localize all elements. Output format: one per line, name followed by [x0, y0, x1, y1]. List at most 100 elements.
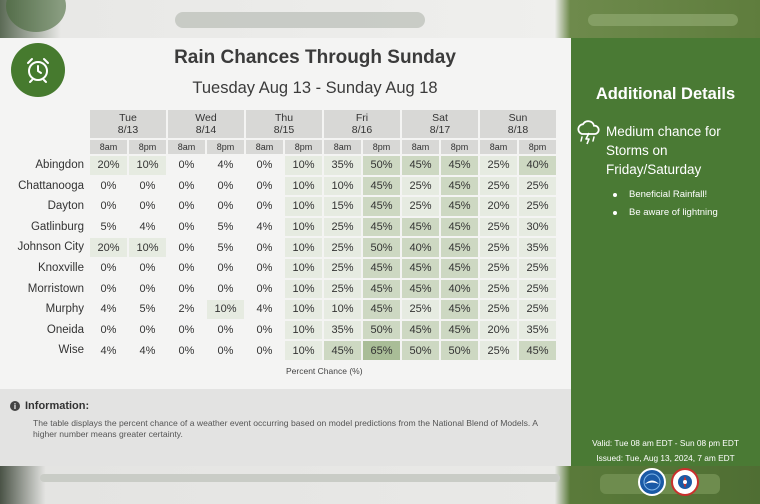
day-date: 8/17 — [429, 124, 451, 136]
location-label: Morristown — [27, 282, 84, 295]
information-title: Information: — [25, 400, 90, 412]
day-date: 8/18 — [507, 124, 529, 136]
percent-caption: Percent Chance (%) — [286, 366, 363, 376]
data-cell: 5% — [207, 238, 244, 257]
data-cell: 50% — [363, 238, 400, 257]
data-cell: 0% — [168, 238, 205, 257]
data-cell: 10% — [285, 197, 322, 216]
day-header: Thu 8/15 — [246, 110, 322, 138]
day-date: 8/16 — [351, 124, 373, 136]
data-cell: 0% — [207, 259, 244, 278]
data-cell: 0% — [246, 341, 283, 360]
data-cell: 25% — [519, 300, 556, 319]
alarm-clock-logo — [11, 43, 65, 97]
data-cell: 45% — [402, 259, 439, 278]
data-cell: 10% — [285, 320, 322, 340]
data-cell: 0% — [207, 279, 244, 299]
data-cell: 0% — [168, 156, 205, 175]
data-cell: 45% — [363, 217, 400, 237]
data-cell: 4% — [129, 341, 166, 360]
data-cell: 10% — [129, 156, 166, 175]
data-cell: 15% — [324, 197, 361, 216]
data-cell: 10% — [207, 300, 244, 319]
data-cell: 40% — [441, 279, 478, 299]
data-cell: 45% — [441, 176, 478, 196]
data-cell: 2% — [168, 300, 205, 319]
data-cell: 0% — [90, 320, 127, 340]
data-cell: 0% — [246, 259, 283, 278]
data-cell: 0% — [129, 259, 166, 278]
information-text: The table displays the percent chance of… — [33, 418, 538, 439]
data-cell: 25% — [519, 176, 556, 196]
data-cell: 50% — [363, 156, 400, 175]
data-cell: 45% — [324, 341, 361, 360]
time-header: 8am — [90, 140, 127, 154]
page-title: Rain Chances Through Sunday — [174, 47, 456, 68]
data-cell: 45% — [402, 217, 439, 237]
data-cell: 65% — [363, 341, 400, 360]
data-cell: 25% — [519, 279, 556, 299]
data-cell: 5% — [90, 217, 127, 237]
data-cell: 45% — [402, 279, 439, 299]
data-cell: 0% — [129, 320, 166, 340]
data-cell: 45% — [441, 259, 478, 278]
data-cell: 0% — [246, 176, 283, 196]
data-cell: 45% — [363, 279, 400, 299]
data-cell: 0% — [168, 197, 205, 216]
location-label: Abingdon — [35, 159, 84, 171]
data-cell: 25% — [324, 238, 361, 257]
blurred-bottom-band — [0, 466, 760, 504]
data-cell: 10% — [285, 176, 322, 196]
data-cell: 4% — [246, 217, 283, 237]
data-cell: 45% — [363, 259, 400, 278]
data-cell: 10% — [285, 341, 322, 360]
data-cell: 45% — [441, 197, 478, 216]
data-cell: 4% — [129, 217, 166, 237]
nws-logo — [671, 468, 699, 496]
data-cell: 0% — [246, 279, 283, 299]
data-cell: 10% — [324, 176, 361, 196]
location-label: Knoxville — [37, 262, 84, 274]
data-cell: 0% — [168, 341, 205, 360]
data-cell: 0% — [246, 320, 283, 340]
data-cell: 45% — [363, 176, 400, 196]
storm-cloud-icon — [577, 120, 600, 145]
blurred-top-band — [0, 0, 760, 38]
data-cell: 0% — [168, 320, 205, 340]
time-header: 8pm — [363, 140, 400, 154]
data-cell: 10% — [324, 300, 361, 319]
location-label: Wise — [58, 344, 84, 357]
data-cell: 0% — [168, 279, 205, 299]
page-subtitle: Tuesday Aug 13 - Sunday Aug 18 — [192, 79, 438, 97]
data-cell: 25% — [480, 259, 517, 278]
data-cell: 0% — [90, 259, 127, 278]
time-header: 8am — [168, 140, 205, 154]
alarm-clock-icon — [27, 58, 49, 83]
data-cell: 45% — [441, 156, 478, 175]
data-cell: 45% — [441, 320, 478, 340]
day-name: Fri — [355, 112, 369, 124]
data-cell: 50% — [402, 341, 439, 360]
data-cell: 40% — [402, 238, 439, 257]
data-cell: 10% — [285, 259, 322, 278]
data-cell: 0% — [90, 176, 127, 196]
sidebar-bullet: Beneficial Rainfall! — [611, 186, 718, 204]
data-cell: 0% — [207, 320, 244, 340]
data-cell: 35% — [519, 238, 556, 257]
time-header: 8pm — [519, 140, 556, 154]
data-cell: 25% — [402, 176, 439, 196]
data-cell: 45% — [519, 341, 556, 360]
day-header: Tue 8/13 — [90, 110, 166, 138]
data-cell: 10% — [285, 217, 322, 237]
data-cell: 0% — [207, 176, 244, 196]
data-cell: 10% — [285, 156, 322, 175]
time-header: 8pm — [285, 140, 322, 154]
data-cell: 35% — [324, 156, 361, 175]
data-cell: 35% — [519, 320, 556, 340]
data-cell: 25% — [324, 217, 361, 237]
data-cell: 40% — [519, 156, 556, 175]
sidebar-bullet-list: Beneficial Rainfall! Be aware of lightni… — [611, 186, 718, 222]
data-cell: 20% — [480, 197, 517, 216]
location-label: Oneida — [46, 323, 84, 336]
location-label: Gatlinburg — [30, 220, 84, 233]
